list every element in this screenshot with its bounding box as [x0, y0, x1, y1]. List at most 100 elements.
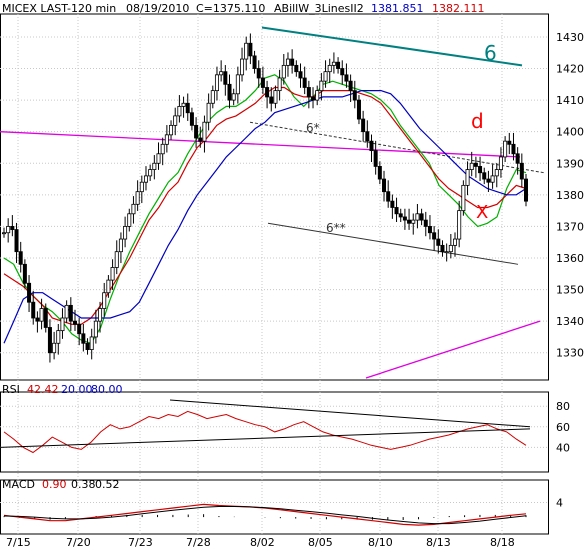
candle-body — [173, 115, 178, 126]
candle-body — [331, 61, 336, 66]
rsi-lower-level: 20.00 — [61, 383, 93, 396]
candle-body — [415, 213, 420, 221]
rsi-line — [3, 410, 527, 454]
candle-body — [181, 102, 186, 107]
candle-body — [465, 169, 470, 186]
macd-y-axis: 4 — [556, 497, 563, 510]
candle-body — [131, 203, 136, 215]
candle-body — [123, 226, 128, 240]
candle-body — [189, 112, 194, 126]
candle-body — [336, 61, 341, 69]
candle-body — [223, 71, 228, 85]
candle-body — [327, 64, 332, 73]
candle-body — [498, 156, 503, 170]
candle-body — [524, 178, 529, 202]
candle-body — [210, 90, 215, 104]
candle-body — [47, 327, 52, 354]
candle-body — [260, 77, 265, 88]
candle-body — [39, 308, 44, 322]
candle-body — [6, 226, 11, 234]
annotation-6-star: 6* — [306, 121, 320, 135]
candle-body — [290, 58, 295, 66]
candle-body — [298, 71, 303, 79]
candle-body — [490, 175, 495, 183]
annotation-6: 6 — [484, 41, 497, 65]
candle-body — [81, 333, 86, 344]
candle-body — [281, 64, 286, 79]
candle-body — [348, 80, 353, 92]
x-tick-label: 7/28 — [186, 536, 211, 549]
annotation-d: d — [471, 109, 484, 133]
price-tick-label: 1410 — [556, 94, 584, 107]
candle-body — [143, 175, 148, 183]
candle-body — [214, 74, 219, 92]
macd-hist-value: 0.52 — [95, 478, 120, 491]
price-tick-label: 1430 — [556, 31, 584, 44]
candle-body — [402, 216, 407, 221]
candle-body — [407, 219, 412, 224]
x-tick-label: 8/18 — [490, 536, 515, 549]
candle-body — [98, 308, 103, 322]
price-tick-label: 1400 — [556, 126, 584, 139]
x-tick-label: 7/15 — [6, 536, 31, 549]
candle-body — [269, 96, 274, 104]
candle-body — [185, 102, 190, 114]
candle-body — [265, 87, 270, 98]
candle-body — [427, 226, 432, 234]
indicator-value-1: 1381.851 — [371, 2, 424, 15]
candle-body — [43, 308, 48, 328]
candle-body — [244, 42, 249, 60]
annotation-6-double-star: 6** — [326, 221, 346, 235]
candle-body — [319, 80, 324, 92]
candle-body — [386, 191, 391, 202]
indicator-name: ABillW_3LinesII2 — [274, 2, 364, 15]
candle-body — [515, 153, 520, 164]
candle-body — [302, 77, 307, 88]
candle-body — [482, 172, 487, 180]
candle-body — [60, 317, 65, 332]
rsi-lines — [0, 399, 531, 454]
candle-body — [398, 213, 403, 218]
candle-body — [10, 226, 15, 230]
candle-body — [256, 68, 261, 79]
rsi-trendline-upper — [0, 428, 531, 448]
candle-body — [2, 232, 7, 235]
candle-body — [315, 90, 320, 101]
rsi-upper-level: 80.00 — [91, 383, 123, 396]
magenta-trendline — [0, 131, 521, 158]
candle-body — [285, 58, 290, 66]
macd-signal-line — [3, 506, 527, 525]
candle-body — [473, 162, 478, 167]
price-tick-label: 1420 — [556, 63, 584, 76]
resistance-trendline — [261, 26, 523, 67]
candle-body — [106, 279, 111, 294]
candle-body — [148, 169, 153, 177]
candle-body — [344, 74, 349, 82]
candle-body — [231, 93, 236, 101]
candle-body — [511, 143, 516, 155]
candle-body — [64, 304, 69, 319]
candle-body — [377, 166, 382, 180]
candle-body — [440, 244, 445, 253]
candle-body — [18, 251, 23, 265]
ma-line-blue-line — [3, 90, 527, 344]
candle-body — [444, 251, 449, 254]
x-tick-label: 8/13 — [426, 536, 451, 549]
candle-body — [277, 77, 282, 92]
candle-body — [169, 124, 174, 136]
candle-body — [361, 118, 366, 133]
candle-body — [457, 210, 462, 240]
candle-body — [248, 42, 253, 57]
candle-body — [469, 162, 474, 170]
candle-body — [423, 219, 428, 227]
price-tick-label: 1380 — [556, 189, 584, 202]
chart-symbol: MICEX LAST-120 min — [2, 2, 116, 15]
candle-body — [411, 219, 416, 224]
candle-body — [85, 342, 90, 350]
candle-body — [89, 336, 94, 350]
x-tick-label: 8/02 — [250, 536, 275, 549]
macd-lines — [3, 503, 527, 526]
grid — [0, 13, 549, 535]
chart-close: C=1375.110 — [196, 2, 265, 15]
candle-body — [382, 178, 387, 193]
